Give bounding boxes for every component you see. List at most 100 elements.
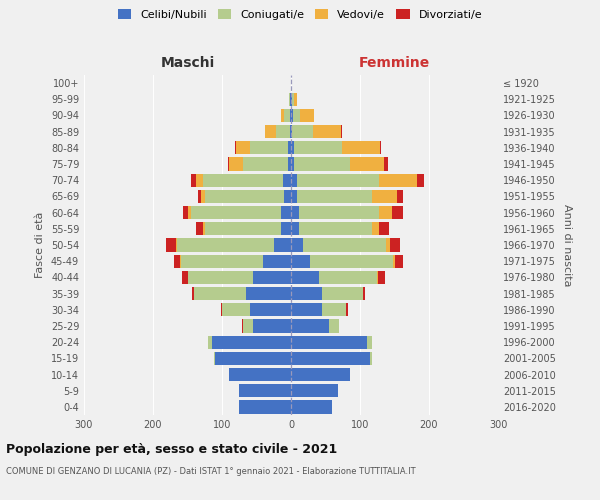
Bar (350, 158, 384, 170)
Bar (274, 238, 291, 252)
Bar (370, 352, 372, 365)
Bar (188, 206, 191, 220)
Bar (379, 174, 417, 187)
Bar (291, 109, 293, 122)
Bar (291, 174, 296, 187)
Bar (208, 336, 212, 349)
Bar (291, 320, 329, 332)
Bar (294, 92, 296, 106)
Bar (291, 400, 332, 413)
Bar (191, 206, 281, 220)
Bar (291, 303, 322, 316)
Bar (196, 174, 203, 187)
Bar (291, 384, 338, 398)
Bar (193, 287, 194, 300)
Bar (291, 368, 350, 381)
Bar (202, 190, 205, 203)
Bar (194, 287, 246, 300)
Bar (377, 270, 378, 284)
Bar (281, 206, 291, 220)
Bar (313, 125, 341, 138)
Bar (291, 206, 299, 220)
Bar (265, 125, 276, 138)
Bar (291, 336, 367, 349)
Bar (212, 336, 291, 349)
Bar (181, 254, 263, 268)
Bar (180, 254, 181, 268)
Bar (177, 238, 274, 252)
Bar (389, 238, 400, 252)
Bar (291, 254, 310, 268)
Bar (287, 158, 291, 170)
Bar (379, 206, 392, 220)
Bar (205, 190, 284, 203)
Bar (322, 303, 346, 316)
Bar (367, 336, 373, 349)
Bar (300, 109, 314, 122)
Bar (384, 158, 388, 170)
Bar (246, 287, 291, 300)
Bar (243, 320, 253, 332)
Bar (236, 141, 250, 154)
Bar (227, 158, 229, 170)
Text: COMUNE DI GENZANO DI LUCANIA (PZ) - Dati ISTAT 1° gennaio 2021 - Elaborazione TU: COMUNE DI GENZANO DI LUCANIA (PZ) - Dati… (6, 468, 416, 476)
Bar (392, 206, 403, 220)
Y-axis label: Anni di nascita: Anni di nascita (562, 204, 572, 286)
Bar (198, 190, 202, 203)
Bar (291, 270, 319, 284)
Bar (319, 270, 377, 284)
Bar (294, 141, 342, 154)
Bar (291, 190, 296, 203)
Bar (299, 222, 372, 235)
Bar (304, 238, 386, 252)
Bar (395, 254, 403, 268)
Bar (291, 352, 370, 365)
Bar (284, 109, 290, 122)
Bar (296, 190, 373, 203)
Bar (205, 222, 281, 235)
Bar (342, 141, 380, 154)
Bar (290, 92, 291, 106)
Bar (203, 222, 205, 235)
Text: Femmine: Femmine (359, 56, 430, 70)
Bar (291, 287, 322, 300)
Bar (229, 158, 242, 170)
Bar (364, 287, 365, 300)
Bar (310, 254, 393, 268)
Bar (203, 174, 283, 187)
Bar (243, 158, 287, 170)
Bar (372, 222, 379, 235)
Bar (229, 368, 291, 381)
Bar (299, 206, 379, 220)
Bar (291, 141, 294, 154)
Bar (221, 303, 222, 316)
Y-axis label: Fasce di età: Fasce di età (35, 212, 45, 278)
Bar (291, 238, 304, 252)
Bar (397, 190, 403, 203)
Bar (292, 125, 313, 138)
Bar (263, 254, 291, 268)
Bar (276, 125, 290, 138)
Bar (196, 222, 203, 235)
Bar (253, 270, 291, 284)
Bar (284, 190, 291, 203)
Bar (191, 174, 196, 187)
Bar (222, 303, 250, 316)
Bar (291, 158, 295, 170)
Bar (187, 270, 253, 284)
Bar (295, 158, 350, 170)
Bar (283, 174, 291, 187)
Bar (291, 125, 292, 138)
Bar (290, 109, 291, 122)
Bar (341, 125, 342, 138)
Bar (417, 174, 424, 187)
Bar (215, 352, 291, 365)
Text: Maschi: Maschi (160, 56, 215, 70)
Bar (373, 190, 397, 203)
Bar (290, 125, 291, 138)
Bar (296, 174, 379, 187)
Bar (380, 141, 382, 154)
Bar (214, 352, 215, 365)
Bar (288, 141, 291, 154)
Bar (239, 400, 291, 413)
